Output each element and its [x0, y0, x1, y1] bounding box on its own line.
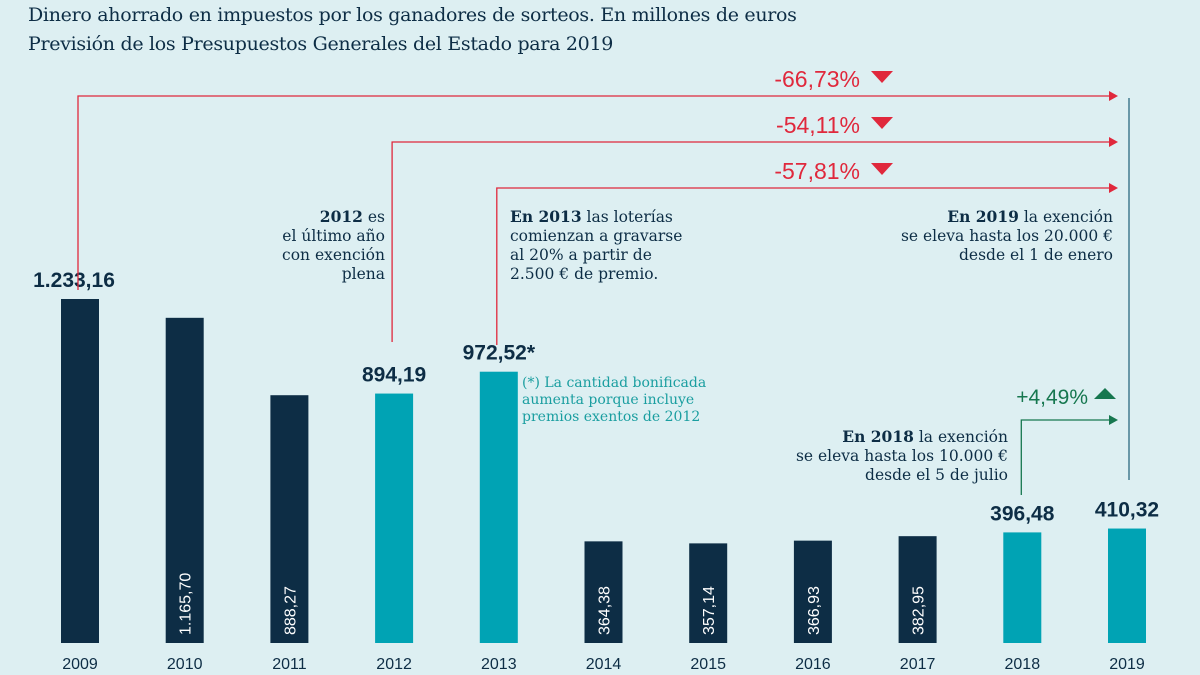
bar-2011 [270, 395, 309, 643]
data-label: 410,32 [1095, 499, 1159, 522]
triangle-down-icon [871, 117, 893, 129]
bar-2015 [689, 543, 728, 643]
triangle-down-icon [871, 71, 893, 83]
comparison-label: -57,81% [774, 158, 860, 184]
data-label: 396,48 [990, 502, 1055, 525]
note-line: con exención [282, 246, 385, 264]
arrow-head-icon [1109, 183, 1118, 193]
footnote-line: premios exentos de 2012 [522, 409, 701, 425]
x-tick-label: 2018 [1005, 656, 1041, 673]
note-line: al 20% a partir de [510, 246, 652, 264]
bar-2019 [1108, 528, 1146, 643]
note-line: las loterías [581, 208, 673, 226]
note-2019-bold: En 2019 [947, 207, 1019, 226]
note-line: comienzan a gravarse [510, 227, 683, 245]
x-tick-label: 2014 [586, 656, 622, 673]
bar-2012 [375, 393, 414, 643]
note-line: la exención [1018, 208, 1113, 226]
data-label: 357,14 [701, 586, 718, 635]
chart-title: Dinero ahorrado en impuestos por los gan… [28, 4, 797, 26]
x-tick-label: 2017 [900, 656, 936, 673]
comparison-label: -66,73% [774, 66, 860, 92]
note-2019: En 2019 la exención se eleva hasta los 2… [901, 207, 1113, 265]
bar-2009 [61, 299, 99, 643]
triangle-down-icon [871, 163, 893, 175]
comparison-label: -54,11% [776, 112, 860, 138]
data-label: 972,52* [463, 342, 536, 365]
comparison-line [1020, 419, 1110, 495]
x-tick-label: 2019 [1109, 656, 1145, 673]
note-line: desde el 1 de enero [958, 246, 1113, 264]
bar-2010 [165, 317, 204, 643]
comparison-line [391, 141, 1110, 342]
note-2018-bold: En 2018 [842, 427, 914, 446]
arrow-head-icon [1109, 137, 1118, 147]
x-tick-label: 2010 [167, 656, 203, 673]
note-line: la exención [913, 428, 1008, 446]
x-tick-label: 2016 [795, 656, 831, 673]
comparison-line [496, 187, 1110, 345]
bar-2018 [1003, 532, 1042, 643]
note-2012-bold: 2012 [319, 207, 363, 226]
note-line: es [362, 208, 385, 226]
x-tick-label: 2011 [272, 656, 307, 673]
note-2012: 2012 es el último año con exención plena [282, 207, 385, 284]
triangle-up-icon [1094, 388, 1116, 399]
data-label: 366,93 [806, 586, 823, 635]
x-tick-label: 2009 [62, 656, 98, 673]
note-2013-bold: En 2013 [510, 207, 582, 226]
data-label: 888,27 [282, 586, 299, 635]
data-label: 382,95 [911, 586, 928, 635]
x-tick-label: 2012 [376, 656, 412, 673]
arrow-head-icon [1109, 91, 1118, 101]
note-2013: En 2013 las loterías comienzan a gravars… [510, 207, 682, 284]
data-label: 1.165,70 [178, 573, 195, 635]
footnote-line: aumenta porque incluye [522, 392, 695, 408]
data-label: 1.233,16 [33, 269, 115, 292]
bar-2017 [898, 536, 937, 643]
data-label: 364,38 [597, 586, 614, 635]
footnote-line: (*) La cantidad bonificada [522, 375, 707, 391]
note-line: desde el 5 de julio [865, 466, 1008, 484]
note-2018: En 2018 la exención se eleva hasta los 1… [796, 427, 1008, 485]
note-line: el último año [282, 227, 385, 245]
comparison-line [77, 95, 1110, 290]
comparison-label: +4,49% [1016, 386, 1088, 409]
x-tick-label: 2015 [690, 656, 726, 673]
note-line: se eleva hasta los 20.000 € [900, 227, 1113, 245]
chart-subtitle: Previsión de los Presupuestos Generales … [28, 33, 614, 55]
note-line: se eleva hasta los 10.000 € [795, 447, 1008, 465]
note-line: 2.500 € de premio. [510, 265, 659, 283]
bar-2013 [479, 371, 518, 643]
data-label: 894,19 [362, 364, 426, 387]
note-line: plena [341, 265, 385, 283]
arrow-head-icon [1109, 415, 1118, 425]
bar-2014 [584, 541, 623, 643]
x-tick-label: 2013 [481, 656, 517, 673]
footnote: (*) La cantidad bonificada aumenta porqu… [522, 375, 706, 426]
bar-2016 [793, 540, 832, 643]
